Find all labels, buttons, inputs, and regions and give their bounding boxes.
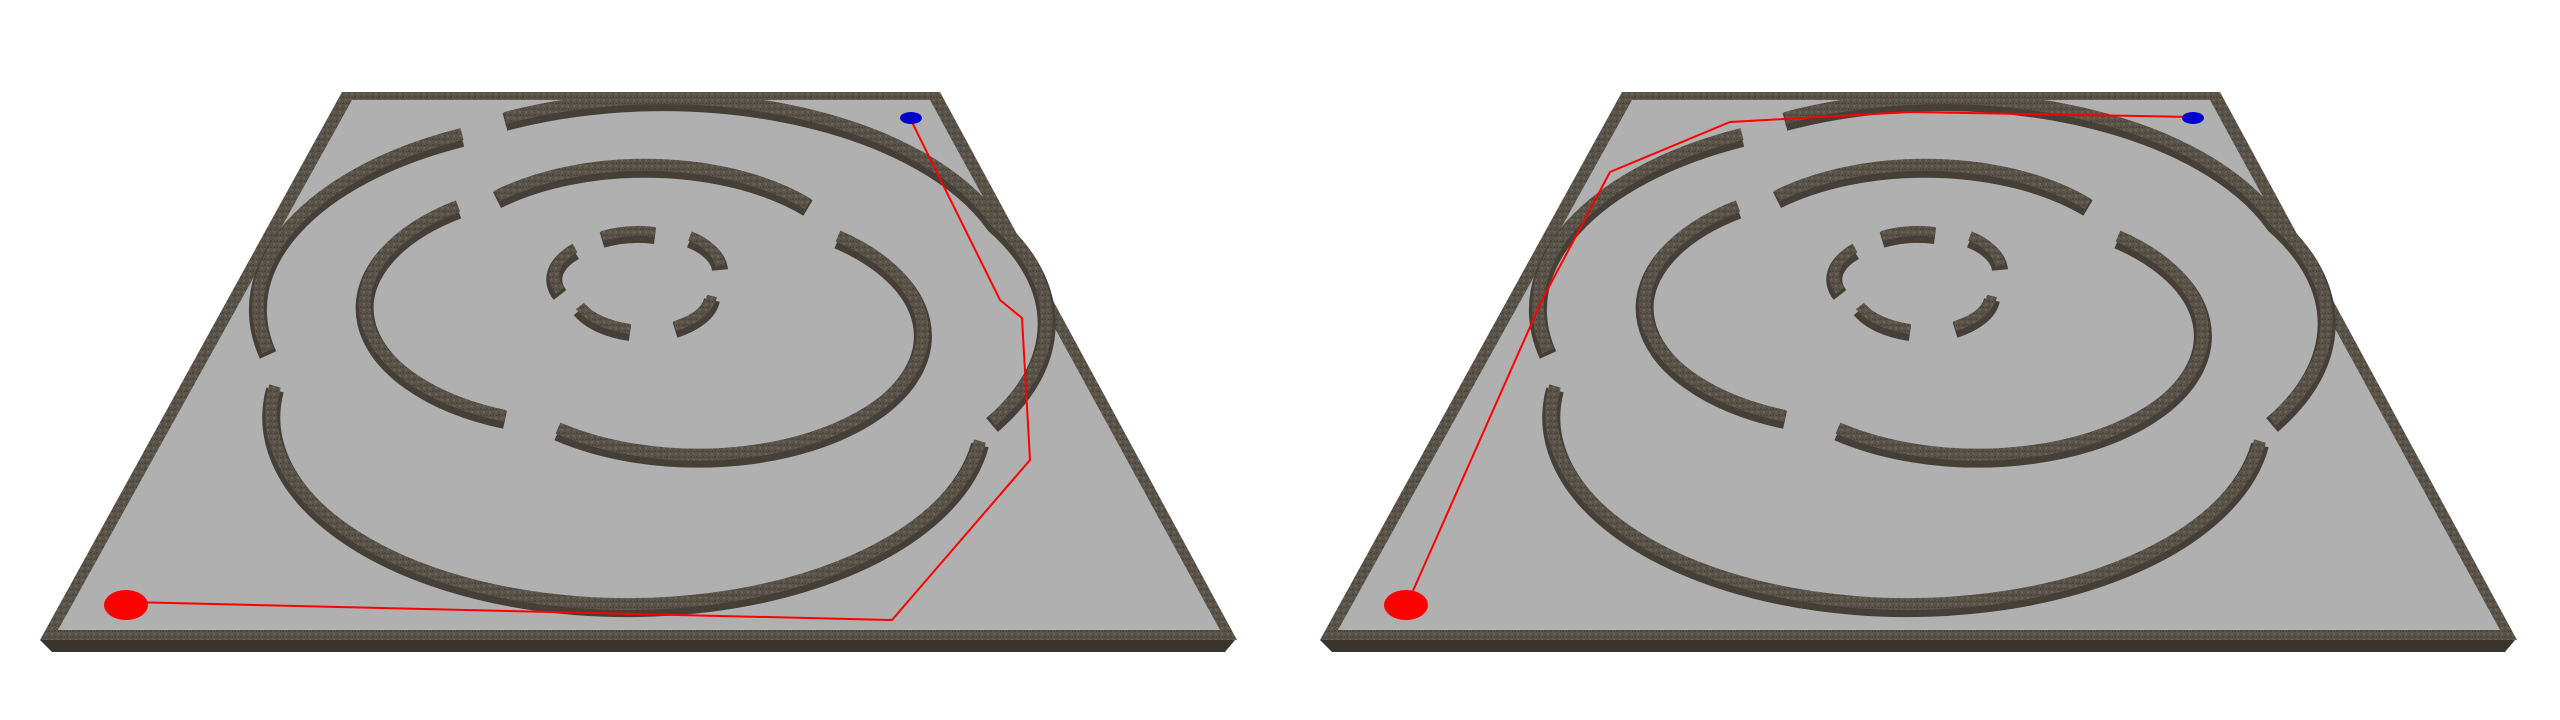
- goal-marker: [900, 112, 922, 124]
- panel-left: [40, 92, 1237, 652]
- inner-ring: [546, 226, 728, 341]
- inner-ring-wall: [1968, 231, 2005, 267]
- middle-ring: [1635, 158, 2212, 468]
- board-floor: [1338, 100, 2500, 630]
- board-floor: [58, 100, 1220, 630]
- outer-ring-wall: [265, 384, 986, 611]
- goal-marker: [2182, 112, 2204, 124]
- inner-ring-wall: [688, 231, 725, 267]
- outer-ring-wall: [1531, 128, 1744, 354]
- outer-ring-wall: [251, 128, 464, 354]
- start-marker: [1384, 590, 1428, 620]
- inner-ring-wall: [1880, 226, 1936, 241]
- middle-ring: [355, 158, 932, 468]
- board-frame-side: [1320, 640, 2515, 652]
- outer-ring: [1528, 92, 2336, 618]
- solution-path: [1407, 110, 2193, 603]
- outer-ring: [248, 92, 1056, 618]
- inner-ring: [1826, 226, 2008, 341]
- middle-ring-wall: [1835, 230, 2209, 461]
- solution-path: [127, 117, 1032, 622]
- middle-ring-wall: [555, 230, 929, 461]
- inner-ring-wall: [1953, 294, 1997, 331]
- inner-ring-wall: [576, 302, 631, 334]
- middle-ring-wall: [1638, 200, 1787, 422]
- outer-ring-wall: [1545, 384, 2266, 611]
- middle-ring-wall: [494, 158, 812, 210]
- inner-ring-wall: [549, 243, 578, 295]
- middle-ring-wall: [1774, 158, 2092, 210]
- inner-ring-wall: [600, 226, 656, 241]
- outer-ring-wall: [503, 92, 1053, 426]
- board-frame-side: [40, 640, 1235, 652]
- inner-ring-wall: [673, 294, 717, 331]
- inner-ring-wall: [1856, 302, 1911, 334]
- panel-right: [1320, 92, 2517, 652]
- middle-ring-wall: [358, 200, 507, 422]
- inner-ring-wall: [1829, 243, 1858, 295]
- outer-ring-wall: [1783, 92, 2333, 426]
- start-marker: [104, 590, 148, 620]
